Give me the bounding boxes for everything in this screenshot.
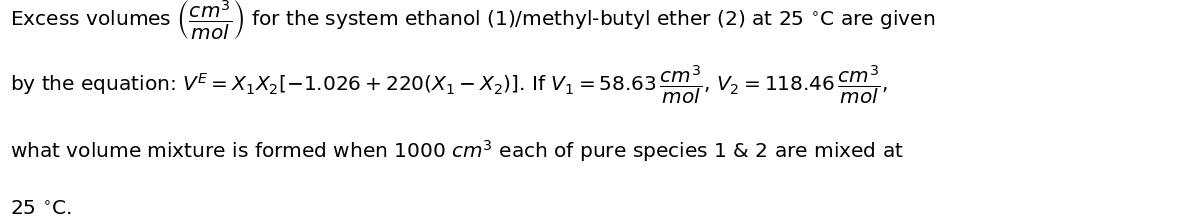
Text: 25 $^{\circ}$C.: 25 $^{\circ}$C.	[10, 200, 72, 219]
Text: by the equation: $V^E = X_1X_2[-1.026 + 220(X_1 - X_2)]$. If $V_1 = 58.63\,\dfra: by the equation: $V^E = X_1X_2[-1.026 + …	[10, 64, 888, 107]
Text: what volume mixture is formed when 1000 $cm^3$ each of pure species 1 & 2 are mi: what volume mixture is formed when 1000 …	[10, 138, 903, 164]
Text: Excess volumes $\left(\dfrac{cm^3}{mol}\right)$ for the system ethanol (1)/methy: Excess volumes $\left(\dfrac{cm^3}{mol}\…	[10, 0, 934, 41]
